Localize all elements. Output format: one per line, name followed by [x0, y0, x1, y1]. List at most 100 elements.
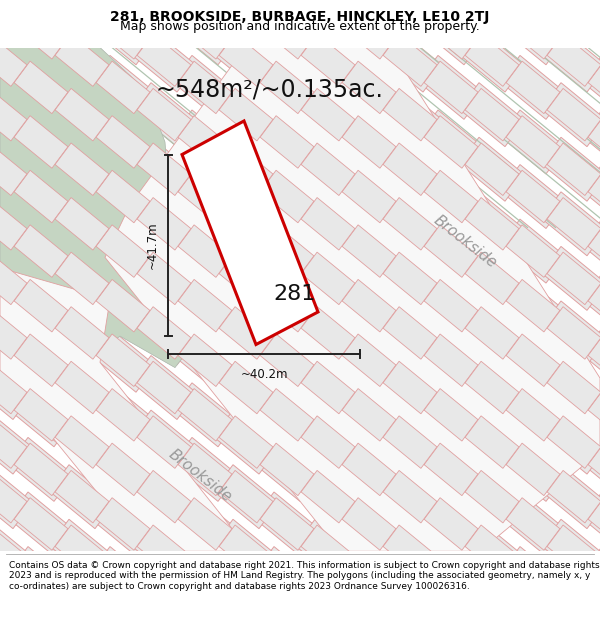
Polygon shape: [137, 361, 191, 414]
Polygon shape: [0, 192, 33, 256]
Polygon shape: [137, 525, 191, 578]
Polygon shape: [260, 389, 314, 441]
Polygon shape: [500, 328, 566, 392]
Polygon shape: [49, 574, 115, 625]
Polygon shape: [582, 219, 600, 283]
Polygon shape: [137, 34, 191, 86]
Polygon shape: [219, 579, 273, 625]
Polygon shape: [383, 416, 437, 468]
Polygon shape: [295, 0, 361, 38]
Polygon shape: [8, 328, 74, 392]
Polygon shape: [254, 274, 320, 338]
Polygon shape: [137, 579, 191, 625]
Polygon shape: [336, 328, 402, 392]
Polygon shape: [459, 192, 525, 256]
Polygon shape: [178, 389, 232, 441]
Polygon shape: [96, 61, 150, 114]
Polygon shape: [500, 383, 566, 447]
Polygon shape: [0, 268, 250, 551]
Polygon shape: [0, 0, 27, 32]
Polygon shape: [506, 389, 560, 441]
Polygon shape: [588, 552, 600, 605]
Polygon shape: [383, 0, 437, 32]
Polygon shape: [541, 138, 600, 201]
Polygon shape: [172, 328, 238, 392]
Polygon shape: [547, 198, 600, 250]
Polygon shape: [418, 547, 484, 611]
Polygon shape: [0, 471, 27, 523]
Polygon shape: [0, 143, 27, 196]
Polygon shape: [55, 579, 109, 625]
Polygon shape: [137, 307, 191, 359]
Polygon shape: [541, 574, 600, 625]
Polygon shape: [588, 0, 600, 4]
Polygon shape: [14, 61, 68, 114]
Polygon shape: [465, 143, 519, 196]
Polygon shape: [178, 170, 232, 222]
Polygon shape: [295, 574, 361, 625]
Polygon shape: [295, 192, 361, 256]
Polygon shape: [459, 82, 525, 147]
Polygon shape: [295, 301, 361, 365]
Polygon shape: [383, 471, 437, 523]
Polygon shape: [178, 552, 232, 605]
Polygon shape: [301, 471, 355, 523]
Polygon shape: [0, 416, 27, 468]
Polygon shape: [96, 443, 150, 496]
Polygon shape: [14, 334, 68, 386]
Polygon shape: [14, 279, 68, 332]
Polygon shape: [0, 138, 33, 201]
Polygon shape: [254, 492, 320, 556]
Polygon shape: [96, 0, 150, 4]
Polygon shape: [8, 438, 74, 501]
Polygon shape: [172, 219, 238, 283]
Polygon shape: [178, 0, 232, 4]
Polygon shape: [547, 34, 600, 86]
Polygon shape: [219, 525, 273, 578]
Polygon shape: [213, 28, 279, 92]
Polygon shape: [0, 48, 195, 389]
Polygon shape: [49, 410, 115, 474]
Polygon shape: [383, 34, 437, 86]
Polygon shape: [172, 383, 238, 447]
Polygon shape: [336, 0, 402, 10]
Polygon shape: [377, 28, 443, 92]
Polygon shape: [500, 438, 566, 501]
Polygon shape: [213, 574, 279, 625]
Polygon shape: [8, 547, 74, 611]
Polygon shape: [336, 164, 402, 229]
Polygon shape: [172, 1, 238, 65]
Polygon shape: [424, 116, 478, 168]
Polygon shape: [219, 0, 273, 32]
Polygon shape: [172, 164, 238, 229]
Polygon shape: [219, 143, 273, 196]
Polygon shape: [418, 1, 484, 65]
Polygon shape: [213, 465, 279, 529]
Polygon shape: [0, 246, 33, 311]
Polygon shape: [336, 1, 402, 65]
Polygon shape: [55, 361, 109, 414]
Polygon shape: [131, 0, 197, 38]
Text: ~41.7m: ~41.7m: [146, 221, 158, 269]
Polygon shape: [14, 443, 68, 496]
Polygon shape: [137, 143, 191, 196]
Polygon shape: [424, 389, 478, 441]
Polygon shape: [383, 143, 437, 196]
Polygon shape: [55, 471, 109, 523]
Polygon shape: [0, 525, 27, 578]
Polygon shape: [182, 121, 318, 344]
Polygon shape: [465, 361, 519, 414]
Polygon shape: [547, 143, 600, 196]
Polygon shape: [377, 138, 443, 201]
Polygon shape: [178, 498, 232, 550]
Polygon shape: [342, 0, 396, 4]
Polygon shape: [96, 6, 150, 59]
Polygon shape: [90, 110, 156, 174]
Polygon shape: [459, 301, 525, 365]
Polygon shape: [254, 1, 320, 65]
Polygon shape: [49, 301, 115, 365]
Polygon shape: [547, 471, 600, 523]
Polygon shape: [541, 82, 600, 147]
Polygon shape: [254, 219, 320, 283]
Polygon shape: [90, 492, 156, 556]
